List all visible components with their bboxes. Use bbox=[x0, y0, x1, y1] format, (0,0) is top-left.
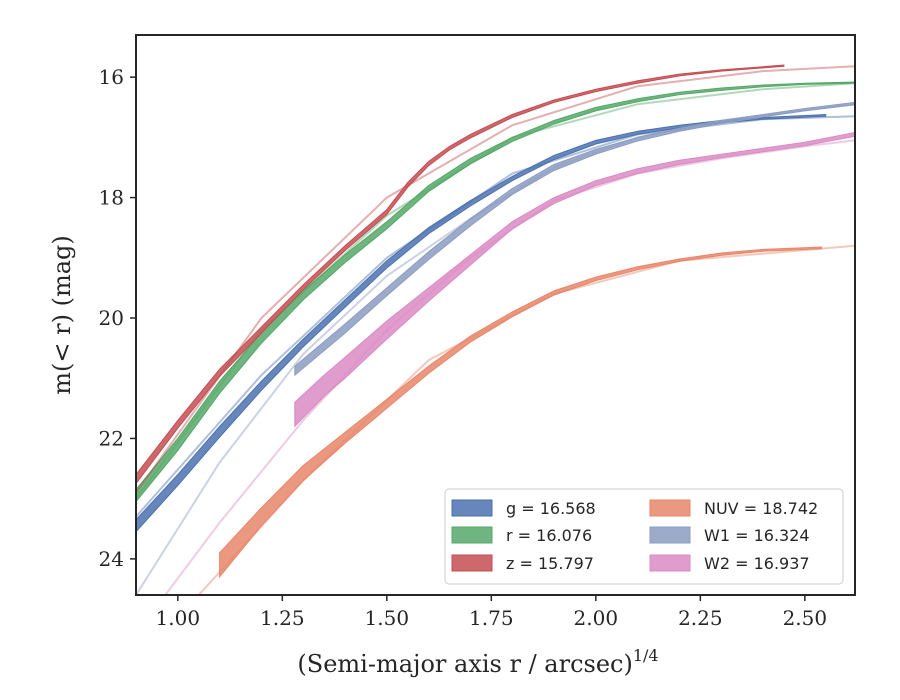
x-tick-label: 1.50 bbox=[365, 606, 410, 630]
y-tick-label: 18 bbox=[99, 186, 124, 210]
legend-item-z-label: z = 15.797 bbox=[506, 554, 594, 573]
series-g bbox=[136, 113, 855, 533]
y-tick-label: 16 bbox=[99, 65, 124, 89]
legend-item-r-swatch bbox=[451, 526, 493, 544]
series-nuv bbox=[197, 244, 855, 595]
x-tick-label: 2.00 bbox=[574, 606, 619, 630]
legend-item-z-swatch bbox=[451, 554, 493, 572]
y-tick-label: 20 bbox=[99, 306, 124, 330]
x-tick-label: 1.75 bbox=[469, 606, 514, 630]
series-z-model-curve bbox=[136, 65, 855, 494]
x-axis-label-text: (Semi-major axis r / arcsec) bbox=[297, 650, 632, 678]
series-layer bbox=[136, 64, 855, 595]
y-axis: 16 18 20 22 24 bbox=[99, 65, 136, 571]
legend-item-r: r = 16.076 bbox=[451, 526, 592, 545]
series-r-band bbox=[136, 81, 855, 503]
series-w2 bbox=[164, 131, 855, 595]
series-w1 bbox=[136, 101, 855, 595]
legend-item-z: z = 15.797 bbox=[451, 554, 594, 573]
x-axis-label-exponent: 1/4 bbox=[633, 646, 659, 665]
legend: g = 16.568 r = 16.076 z = 15.797 NUV = 18.7… bbox=[444, 488, 844, 585]
legend-item-w2-swatch bbox=[649, 554, 691, 572]
legend-item-w1-swatch bbox=[649, 526, 691, 544]
x-tick-label: 2.25 bbox=[678, 606, 723, 630]
legend-item-g-label: g = 16.568 bbox=[506, 499, 596, 518]
x-tick-label: 2.50 bbox=[783, 606, 828, 630]
legend-item-w2-label: W2 = 16.937 bbox=[704, 554, 810, 573]
series-nuv-band bbox=[219, 246, 823, 579]
plot-frame bbox=[135, 34, 856, 596]
legend-item-nuv-swatch bbox=[649, 499, 691, 517]
y-axis-label: m(< r) (mag) bbox=[48, 235, 76, 394]
y-tick-label: 22 bbox=[99, 426, 124, 450]
series-r bbox=[136, 81, 855, 503]
x-axis-label: (Semi-major axis r / arcsec)1/4 bbox=[297, 646, 658, 678]
series-w2-band bbox=[294, 131, 855, 428]
series-z-band bbox=[136, 64, 785, 485]
series-z bbox=[136, 64, 855, 494]
legend-box bbox=[444, 488, 844, 585]
legend-item-w1: W1 = 16.324 bbox=[649, 526, 810, 545]
x-tick-label: 1.00 bbox=[156, 606, 201, 630]
legend-item-nuv: NUV = 18.742 bbox=[649, 499, 818, 518]
legend-item-r-label: r = 16.076 bbox=[506, 526, 592, 545]
series-w1-band bbox=[294, 101, 855, 377]
legend-item-g: g = 16.568 bbox=[451, 499, 596, 518]
legend-item-w1-label: W1 = 16.324 bbox=[704, 526, 810, 545]
y-tick-label: 24 bbox=[99, 547, 124, 571]
series-g-model-curve bbox=[136, 115, 855, 518]
legend-item-nuv-label: NUV = 18.742 bbox=[704, 499, 818, 518]
series-g-band bbox=[136, 113, 827, 533]
legend-item-g-swatch bbox=[451, 499, 493, 517]
legend-item-w2: W2 = 16.937 bbox=[649, 554, 810, 573]
x-tick-label: 1.25 bbox=[260, 606, 305, 630]
x-axis: 1.00 1.25 1.50 1.75 2.00 2.25 2.50 bbox=[156, 595, 828, 630]
